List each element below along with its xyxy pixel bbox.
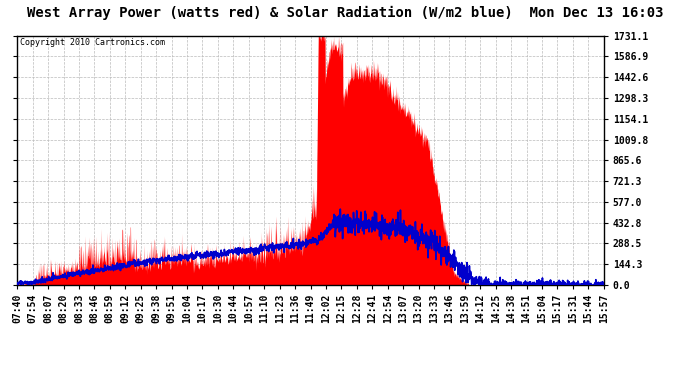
Text: West Array Power (watts red) & Solar Radiation (W/m2 blue)  Mon Dec 13 16:03: West Array Power (watts red) & Solar Rad… [27,6,663,20]
Text: Copyright 2010 Cartronics.com: Copyright 2010 Cartronics.com [20,38,165,47]
